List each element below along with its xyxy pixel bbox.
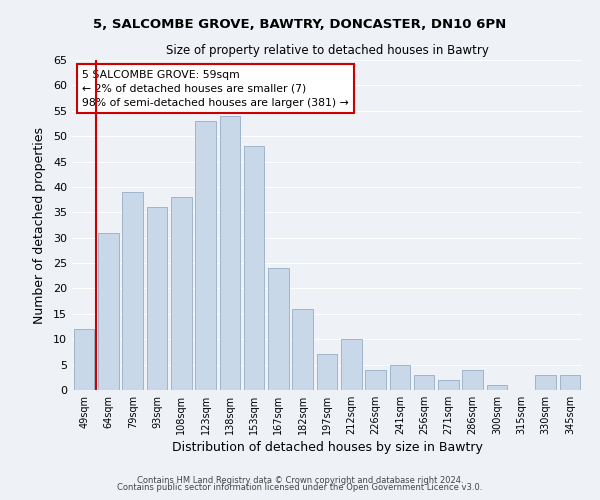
Bar (98, 232, 119, 390)
Bar (195, 121, 216, 390)
Text: 5, SALCOMBE GROVE, BAWTRY, DONCASTER, DN10 6PN: 5, SALCOMBE GROVE, BAWTRY, DONCASTER, DN… (94, 18, 506, 30)
Bar (146, 207, 167, 390)
Bar (244, 146, 265, 390)
Text: Contains public sector information licensed under the Open Government Licence v3: Contains public sector information licen… (118, 484, 482, 492)
Title: Size of property relative to detached houses in Bawtry: Size of property relative to detached ho… (166, 44, 488, 58)
Bar (438, 380, 459, 390)
Bar (341, 339, 362, 390)
Y-axis label: Number of detached properties: Number of detached properties (33, 126, 46, 324)
X-axis label: Distribution of detached houses by size in Bawtry: Distribution of detached houses by size … (172, 441, 482, 454)
Bar (171, 197, 191, 390)
Bar (292, 309, 313, 390)
Bar (487, 385, 508, 390)
Bar (74, 329, 94, 390)
Bar (389, 364, 410, 390)
Bar (560, 375, 580, 390)
Bar (535, 375, 556, 390)
Bar (414, 375, 434, 390)
Bar (122, 192, 143, 390)
Bar (220, 116, 240, 390)
Bar (317, 354, 337, 390)
Bar (268, 268, 289, 390)
Bar (463, 370, 483, 390)
Text: Contains HM Land Registry data © Crown copyright and database right 2024.: Contains HM Land Registry data © Crown c… (137, 476, 463, 485)
Text: 5 SALCOMBE GROVE: 59sqm
← 2% of detached houses are smaller (7)
98% of semi-deta: 5 SALCOMBE GROVE: 59sqm ← 2% of detached… (82, 70, 349, 108)
Bar (365, 370, 386, 390)
